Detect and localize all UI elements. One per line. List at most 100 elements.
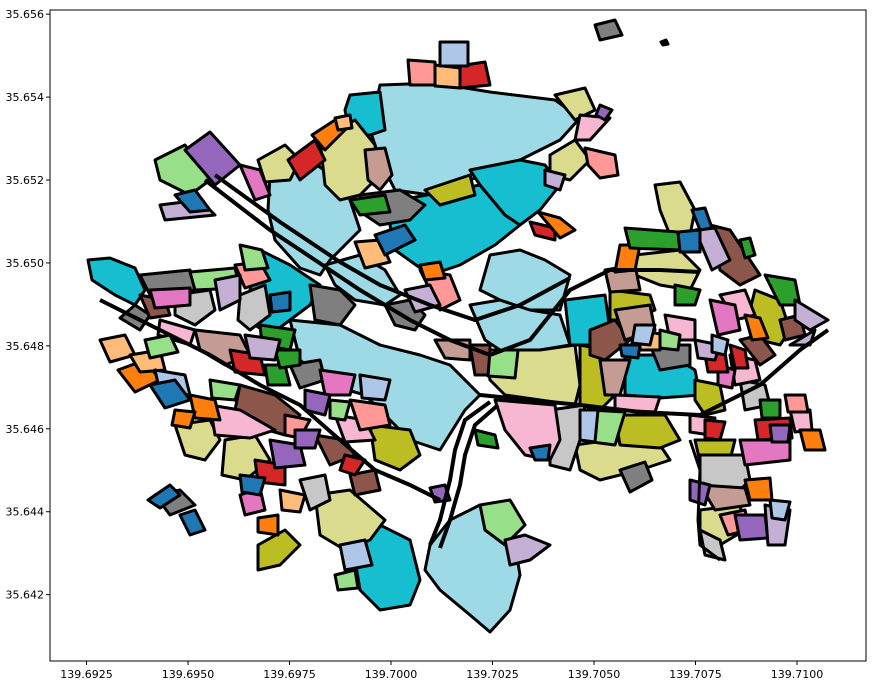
parcel [238, 243, 270, 272]
parcel [738, 438, 792, 467]
parcel [170, 408, 197, 430]
parcel [243, 333, 282, 362]
parcel [743, 313, 770, 342]
parcel [630, 323, 657, 347]
parcel [543, 168, 567, 192]
y-tick-label: 35.652 [6, 174, 45, 187]
parcel [183, 130, 242, 187]
y-tick-label: 35.648 [6, 340, 45, 353]
parcel [143, 333, 180, 360]
parcel [738, 236, 757, 260]
road-line [479, 328, 830, 418]
parcel [328, 398, 352, 422]
parcel [373, 223, 417, 257]
parcel [473, 428, 500, 450]
parcel [353, 523, 422, 612]
parcel [363, 146, 394, 192]
parcel [308, 283, 357, 327]
y-tick-label: 35.644 [6, 506, 45, 519]
parcel [768, 423, 792, 444]
parcel [659, 38, 670, 47]
road-line [438, 403, 500, 549]
parcel [418, 260, 447, 282]
parcel [348, 193, 392, 217]
x-tick-label: 139.7100 [771, 668, 824, 681]
parcel [536, 210, 577, 240]
x-tick-label: 139.6925 [60, 668, 113, 681]
parcel [433, 63, 462, 90]
parcel [213, 273, 242, 312]
parcel [588, 318, 632, 362]
parcel [798, 428, 827, 452]
parcel [368, 423, 422, 472]
x-tick-label: 139.7025 [466, 668, 519, 681]
parcel [423, 173, 477, 207]
parcel [578, 408, 600, 444]
road-line [213, 173, 571, 323]
parcel [286, 138, 327, 182]
road-line [203, 178, 701, 358]
parcel [478, 248, 572, 312]
y-axis: 35.656 35.654 35.652 35.650 35.648 35.646 35.6… [6, 8, 50, 602]
parcel [148, 378, 192, 410]
parcel [698, 483, 752, 512]
x-tick-label: 139.6975 [263, 668, 316, 681]
parcel [708, 298, 742, 337]
parcel [338, 538, 374, 572]
y-tick-label: 35.654 [6, 91, 45, 104]
parcel [728, 343, 750, 370]
x-tick-label: 139.7000 [365, 668, 418, 681]
parcel [758, 398, 782, 420]
parcel [298, 473, 332, 512]
parcel [358, 373, 392, 402]
parcel [333, 568, 360, 592]
parcel [333, 113, 354, 132]
parcel [348, 468, 382, 497]
parcel [173, 418, 222, 462]
parcel [256, 528, 302, 572]
parcel [553, 86, 597, 122]
parcel [528, 443, 552, 462]
parcel [733, 513, 770, 542]
parcel [658, 328, 682, 352]
parcel [743, 476, 774, 502]
parcel [618, 343, 642, 360]
parcel [256, 513, 280, 537]
parcel [583, 146, 620, 180]
parcel [618, 460, 654, 494]
parcel [623, 226, 682, 252]
x-tick-label: 139.7075 [669, 668, 722, 681]
y-tick-label: 35.646 [6, 423, 45, 436]
parcel [478, 498, 527, 547]
parcel [788, 328, 817, 347]
x-axis: 139.6925 139.6950 139.6975 139.7000 139.7025… [60, 661, 823, 681]
parcel [503, 533, 552, 567]
parcel [238, 473, 267, 497]
parcel [703, 418, 727, 442]
parcel [348, 398, 392, 432]
parcel [268, 290, 292, 314]
parcel [406, 58, 437, 87]
parcel [148, 286, 192, 310]
parcel [238, 163, 272, 202]
parcel [278, 488, 307, 514]
parcel [768, 498, 792, 522]
parcel [318, 368, 357, 397]
parcel [710, 333, 730, 357]
parcel [303, 388, 332, 417]
road-line [99, 298, 441, 502]
parcel [690, 206, 714, 232]
parcel [313, 488, 387, 552]
parcel [208, 378, 242, 402]
parcel [676, 228, 702, 254]
parcel [178, 508, 207, 537]
parcel [438, 40, 470, 68]
parcel [173, 188, 212, 214]
parcel [153, 143, 212, 197]
x-tick-label: 139.6950 [162, 668, 215, 681]
parcel [208, 403, 277, 440]
parcel [273, 348, 302, 370]
parcel [468, 158, 562, 227]
parcel [593, 18, 624, 42]
